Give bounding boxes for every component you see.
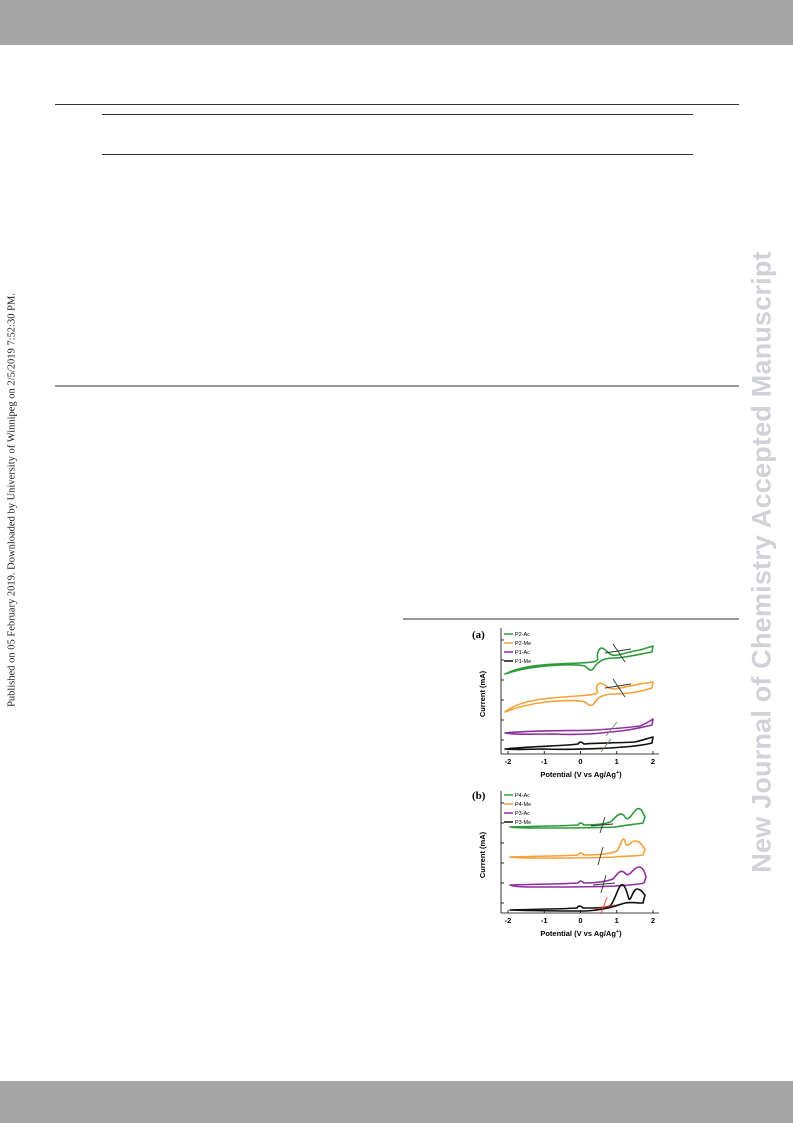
legend-label-p3-ac: P3-Ac	[515, 811, 530, 817]
onset-line-p2-me-2	[604, 683, 632, 689]
table-bottom-rule	[102, 154, 693, 155]
panel-b: (b) Current (mA) -2 -1 0 1 2 Potential (V vs…	[472, 790, 659, 938]
curve-p3-me	[509, 883, 646, 912]
panel-b-xticks: -2 -1 0 1 2	[505, 910, 655, 925]
legend-label-p1-me: P1-Me	[515, 659, 531, 665]
x-tick-label: 0	[578, 916, 582, 925]
panel-a-axes	[500, 628, 659, 755]
panel-a-label: (a)	[472, 629, 485, 641]
curve-p1-ac	[504, 718, 654, 736]
onset-line-p3-me	[600, 896, 608, 915]
x-tick-label: -1	[541, 757, 548, 766]
legend-label-p4-ac: P4-Ac	[515, 793, 530, 799]
x-tick-label: 2	[651, 916, 655, 925]
x-tick-label: 1	[615, 916, 619, 925]
legend-label-p4-me: P4-Me	[515, 802, 531, 808]
legend-label-p2-ac: P2-Ac	[515, 632, 530, 638]
curve-p4-ac	[509, 807, 646, 829]
table-top-rule	[102, 114, 693, 115]
onset-line-p2-ac-2	[604, 648, 632, 654]
panel-a-onset-markers	[600, 643, 632, 753]
onset-line-p1-ac	[605, 721, 618, 737]
onset-line-p4-ac-2	[590, 823, 614, 827]
cv-figure: (a) Current (mA) -2 -1 0 1 2 Potential (V vs…	[472, 628, 659, 938]
legend-label-p3-me: P3-Me	[515, 820, 531, 826]
panel-b-curves	[509, 807, 647, 912]
x-tick-label: -2	[505, 757, 512, 766]
x-tick-label: 2	[651, 757, 655, 766]
panel-b-ylabel: Current (mA)	[478, 831, 487, 878]
panel-b-xlabel: Potential (V vs Ag/Ag+)	[540, 929, 622, 938]
onset-line-p3-ac-2	[592, 882, 616, 886]
legend-label-p1-ac: P1-Ac	[515, 650, 530, 656]
onset-line-p2-me	[612, 678, 626, 698]
section-divider	[55, 385, 739, 387]
panel-b-legend: P4-Ac P4-Me P3-Ac P3-Me	[504, 793, 531, 826]
legend-label-p2-me: P2-Me	[515, 641, 531, 647]
x-tick-label: 1	[615, 757, 619, 766]
x-tick-label: 0	[578, 757, 582, 766]
bottom-banner	[0, 1081, 793, 1123]
onset-line-p3-me-2	[594, 904, 616, 910]
curve-p2-me	[504, 681, 654, 713]
onset-line-p4-me	[597, 846, 604, 866]
panel-a: (a) Current (mA) -2 -1 0 1 2 Potential (V vs…	[472, 628, 659, 779]
panel-a-xlabel: Potential (V vs Ag/Ag+)	[540, 770, 622, 779]
panel-a-legend: P2-Ac P2-Me P1-Ac P1-Me	[504, 632, 531, 665]
panel-a-ylabel: Current (mA)	[478, 670, 487, 717]
onset-line-p2-ac	[612, 643, 626, 663]
onset-line-p1-me	[600, 738, 612, 753]
curve-p3-ac	[509, 866, 647, 888]
curve-p4-me	[509, 838, 646, 859]
panel-a-curves	[504, 645, 654, 751]
top-banner	[0, 0, 793, 45]
figure-divider	[403, 618, 739, 620]
header-rule	[55, 104, 739, 105]
x-tick-label: -1	[541, 916, 548, 925]
panel-b-label: (b)	[472, 790, 486, 802]
x-tick-label: -2	[505, 916, 512, 925]
panel-a-xticks: -2 -1 0 1 2	[505, 751, 655, 766]
curve-p1-me	[504, 736, 654, 751]
curve-p2-ac	[504, 645, 654, 675]
panel-b-axes	[500, 791, 659, 914]
panel-b-onset-markers	[590, 816, 616, 915]
